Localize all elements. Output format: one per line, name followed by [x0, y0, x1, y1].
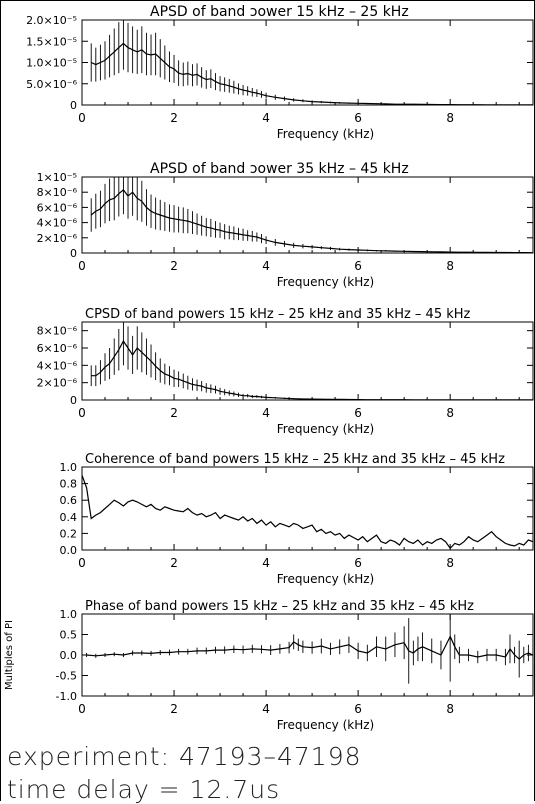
- panel-2-title: APSD of band ɔower 35 kHz – 45 kHz: [150, 161, 409, 177]
- panel-2-xtick-label: 6: [354, 259, 362, 273]
- panel-4-xtick-label: 4: [262, 556, 270, 570]
- panel-5-series-line: [86, 635, 534, 660]
- panel-4-xtick-label: 8: [446, 556, 454, 570]
- panel-2-xtick-label: 0: [78, 259, 86, 273]
- panel-3-ytick-label: 2×10⁻⁶: [37, 377, 78, 390]
- panel-4-ytick-label: 1.0: [60, 461, 78, 474]
- panel-2-xlabel: Frequency (kHz): [277, 275, 374, 289]
- panel-4-ytick-label: 0.2: [60, 527, 78, 540]
- panel-1-xtick-label: 4: [262, 111, 270, 125]
- panel-4-ytick-label: 0.0: [60, 544, 78, 557]
- panel-5-ytick-label: 0.0: [60, 649, 78, 662]
- panel-3-ytick-label: 4×10⁻⁶: [37, 359, 78, 372]
- panel-4-ytick-label: 0.8: [60, 478, 78, 491]
- panel-5-xtick-label: 6: [354, 702, 362, 716]
- experiment-label: experiment: 47193–47198: [7, 742, 362, 771]
- panel-2-ytick-label: 2×10⁻⁶: [37, 232, 78, 245]
- panel-3-xlabel: Frequency (kHz): [277, 422, 374, 436]
- panel-2-xtick-label: 8: [446, 259, 454, 273]
- spectral-plots: APSD of band ɔower 15 kHz – 25 kHz 0 2 4 6 8 F…: [4, 4, 534, 732]
- panel-4-xtick-label: 6: [354, 556, 362, 570]
- panel-2-xtick-label: 4: [262, 259, 270, 273]
- panel-1-xlabel: Frequency (kHz): [277, 127, 374, 141]
- panel-5-ylabel: Multiples of PI: [4, 620, 15, 690]
- panel-1-xtick-label: 8: [446, 111, 454, 125]
- panel-1-ytick-label: 0: [70, 99, 77, 112]
- panel-3-axes-box: [81, 321, 534, 401]
- panel-1-ytick-label: 1.0×10⁻⁵: [26, 57, 77, 70]
- panel-3-title: CPSD of band powers 15 kHz – 25 kHz and …: [85, 307, 471, 322]
- panel-1-ytick-label: 5.0×10⁻⁶: [26, 78, 78, 91]
- panel-1-series-line: [90, 42, 533, 106]
- panel-2-ytick-label: 4×10⁻⁶: [37, 217, 78, 230]
- panel-5-ytick-label: 0.5: [60, 629, 78, 642]
- panel-4-ytick-label: 0.6: [60, 494, 78, 507]
- panel-1-xtick-label: 0: [78, 111, 86, 125]
- panel-1-xtick-label: 2: [170, 111, 178, 125]
- panel-5-ytick-label: 1.0: [60, 608, 78, 621]
- panel-4-title: Coherence of band powers 15 kHz – 25 kHz…: [85, 452, 505, 467]
- panel-4-series-line: [81, 475, 534, 550]
- panel-4-xlabel: Frequency (kHz): [277, 572, 374, 586]
- panel-2-axes-box: [81, 176, 534, 254]
- panel-5-xlabel: Frequency (kHz): [277, 718, 374, 732]
- panel-5-ytick-label: -0.5: [56, 670, 77, 683]
- panel-3-xtick-label: 6: [354, 406, 362, 420]
- panel-2-ytick-label: 1×10⁻⁵: [37, 171, 77, 184]
- panel-3-ytick-label: 8×10⁻⁶: [37, 325, 78, 338]
- panel-5-xtick-label: 8: [446, 702, 454, 716]
- panel-1-xtick-label: 6: [354, 111, 362, 125]
- panel-3-xtick-label: 8: [446, 406, 454, 420]
- panel-3-ytick-label: 6×10⁻⁶: [37, 342, 78, 355]
- panel-2-series-line: [90, 189, 534, 254]
- panel-5-ytick-label: -1.0: [56, 690, 77, 703]
- panel-3-xtick-label: 4: [262, 406, 270, 420]
- panel-5-title: Phase of band powers 15 kHz – 25 kHz and…: [85, 599, 474, 614]
- time-delay-label: time delay = 12.7us: [7, 775, 281, 804]
- panel-2-ytick-label: 8×10⁻⁶: [37, 186, 78, 199]
- panel-4-axes-box: [81, 466, 534, 551]
- panel-3-ytick-label: 0: [70, 394, 77, 407]
- panel-4-xtick-label: 2: [170, 556, 178, 570]
- panel-1-ytick-label: 1.5×10⁻⁵: [26, 35, 77, 48]
- panel-4-ytick-label: 0.4: [60, 511, 78, 524]
- panel-1-ytick-label: 2.0×10⁻⁵: [26, 14, 77, 27]
- panel-5-xtick-label: 2: [170, 702, 178, 716]
- panel-2-xtick-label: 2: [170, 259, 178, 273]
- panel-1-axes-box: [81, 19, 534, 106]
- panel-5-xtick-label: 0: [78, 702, 86, 716]
- panel-3-series-line: [91, 339, 533, 401]
- panel-3-xtick-label: 0: [78, 406, 86, 420]
- panel-2-ytick-label: 0: [70, 247, 77, 260]
- panel-2-ytick-label: 6×10⁻⁶: [37, 201, 78, 214]
- panel-5-xtick-label: 4: [262, 702, 270, 716]
- panel-1-title: APSD of band ɔower 15 kHz – 25 kHz: [150, 4, 409, 20]
- panel-3-xtick-label: 2: [170, 406, 178, 420]
- panel-4-xtick-label: 0: [78, 556, 86, 570]
